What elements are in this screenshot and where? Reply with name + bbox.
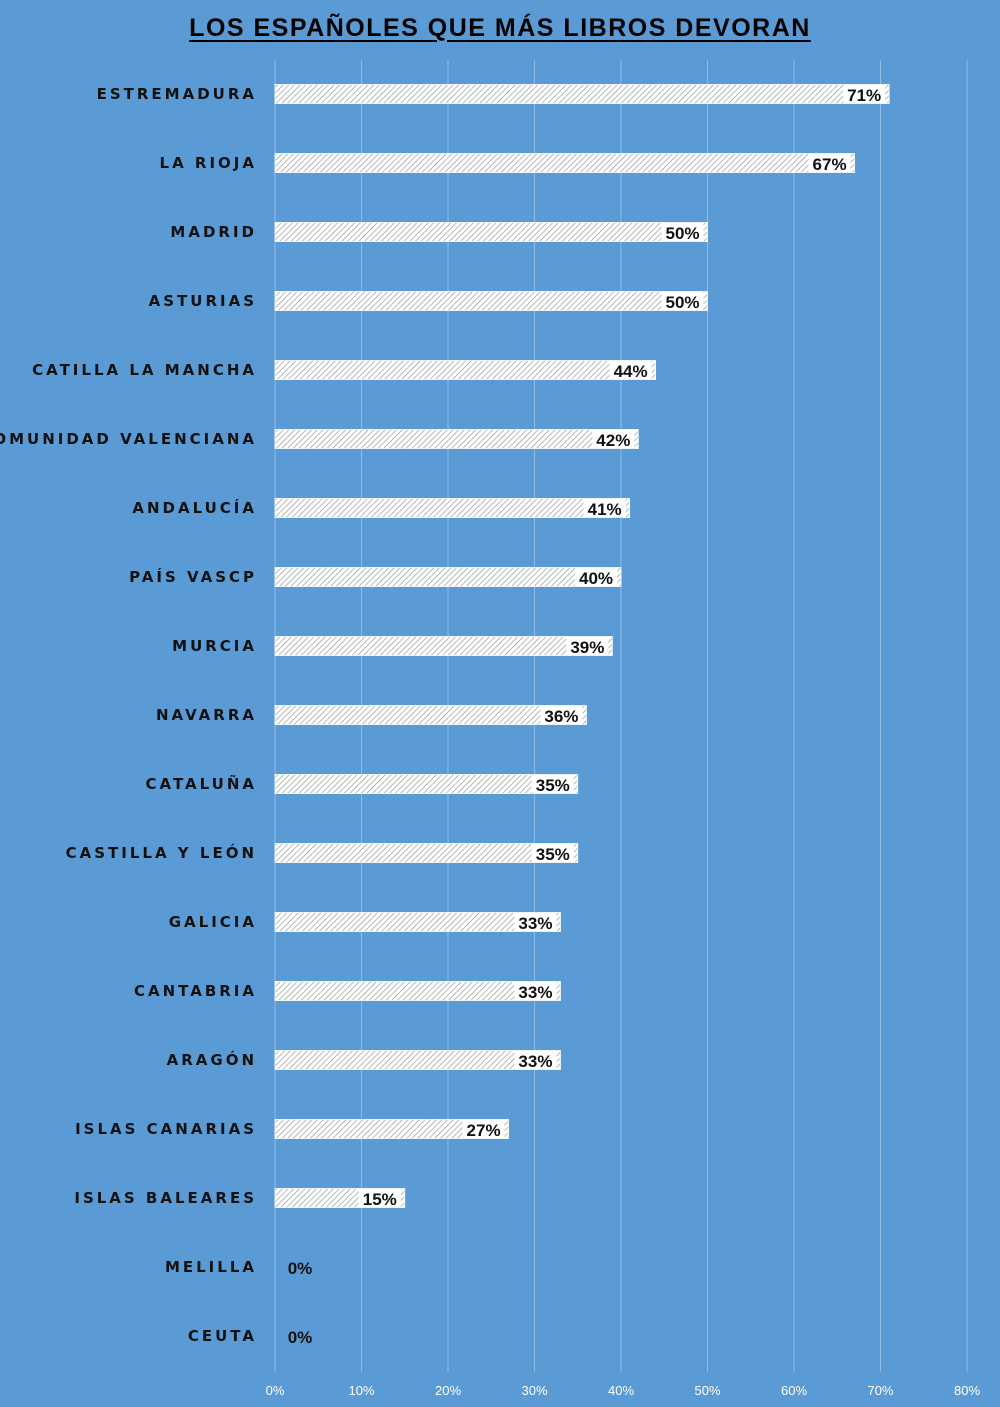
category-label: MURCIA (172, 637, 257, 655)
x-tick-label: 10% (348, 1383, 374, 1398)
bar (274, 1119, 509, 1139)
data-label: 0% (288, 1259, 313, 1278)
category-label: ARAGÓN (167, 1050, 257, 1069)
data-label-background (609, 361, 652, 379)
category-label: PAÍS VASCP (129, 567, 257, 586)
x-tick-label: 30% (521, 1383, 547, 1398)
category-label: ISLAS CANARIAS (75, 1120, 257, 1138)
data-label-background (531, 775, 574, 793)
category-label: COMUNIDAD VALENCIANA (0, 430, 257, 448)
data-label: 41% (588, 500, 622, 519)
chart-title: LOS ESPAÑOLES QUE MÁS LIBROS DEVORAN (189, 14, 811, 42)
category-label: CATILLA LA MANCHA (32, 361, 257, 379)
x-tick-label: 80% (954, 1383, 980, 1398)
x-tick-label: 0% (266, 1383, 285, 1398)
bar (274, 981, 561, 1001)
data-label: 33% (518, 914, 552, 933)
bar (274, 291, 708, 311)
bar (274, 153, 855, 173)
bar (274, 84, 890, 104)
data-label: 50% (665, 293, 699, 312)
data-label-background (583, 499, 626, 517)
category-label: MADRID (170, 223, 257, 241)
category-label: ISLAS BALEARES (74, 1189, 257, 1207)
category-label: ESTREMADURA (97, 85, 257, 103)
data-label-background (592, 430, 635, 448)
data-label: 0% (288, 1328, 313, 1347)
data-label: 40% (579, 569, 613, 588)
data-label-background (566, 637, 609, 655)
data-label-background (514, 1051, 557, 1069)
bar (274, 498, 631, 518)
category-label: MELILLA (165, 1258, 257, 1276)
category-label: NAVARRA (156, 706, 257, 724)
data-label: 50% (665, 224, 699, 243)
data-label-background (661, 223, 704, 241)
bar (274, 222, 708, 242)
data-label: 33% (518, 1052, 552, 1071)
data-label-background (843, 85, 886, 103)
data-label: 71% (847, 86, 881, 105)
data-label: 42% (596, 431, 630, 450)
bar (274, 429, 639, 449)
x-tick-label: 60% (781, 1383, 807, 1398)
data-label-background (514, 913, 557, 931)
data-label: 36% (544, 707, 578, 726)
category-label: LA RIOJA (160, 154, 257, 172)
data-label-background (808, 154, 851, 172)
data-label: 15% (363, 1190, 397, 1209)
data-label: 27% (467, 1121, 501, 1140)
data-label: 39% (570, 638, 604, 657)
category-label: CANTABRIA (134, 982, 257, 1000)
data-label-background (540, 706, 583, 724)
bar (274, 774, 579, 794)
bar (274, 567, 622, 587)
category-label: CATALUÑA (146, 774, 258, 793)
bar (274, 360, 657, 380)
bar (274, 1050, 561, 1070)
data-label-background (358, 1189, 401, 1207)
bar (274, 705, 587, 725)
category-label: CASTILLA Y LEÓN (66, 843, 257, 862)
category-label: CEUTA (188, 1327, 257, 1345)
bar (274, 636, 613, 656)
bar (274, 912, 561, 932)
bar (274, 843, 579, 863)
data-label: 67% (813, 155, 847, 174)
x-tick-label: 70% (867, 1383, 893, 1398)
category-label: ANDALUCÍA (132, 498, 257, 517)
x-tick-label: 20% (435, 1383, 461, 1398)
x-tick-label: 50% (694, 1383, 720, 1398)
data-label: 44% (614, 362, 648, 381)
data-label-background (575, 568, 617, 586)
data-label-background (661, 292, 704, 310)
data-label: 35% (536, 776, 570, 795)
category-label: GALICIA (169, 913, 257, 931)
data-label-background (531, 844, 574, 862)
category-label: ASTURIAS (149, 292, 257, 310)
data-label-background (462, 1120, 505, 1138)
data-label-background (514, 982, 557, 1000)
data-label: 35% (536, 845, 570, 864)
x-tick-label: 40% (608, 1383, 634, 1398)
data-label: 33% (518, 983, 552, 1002)
